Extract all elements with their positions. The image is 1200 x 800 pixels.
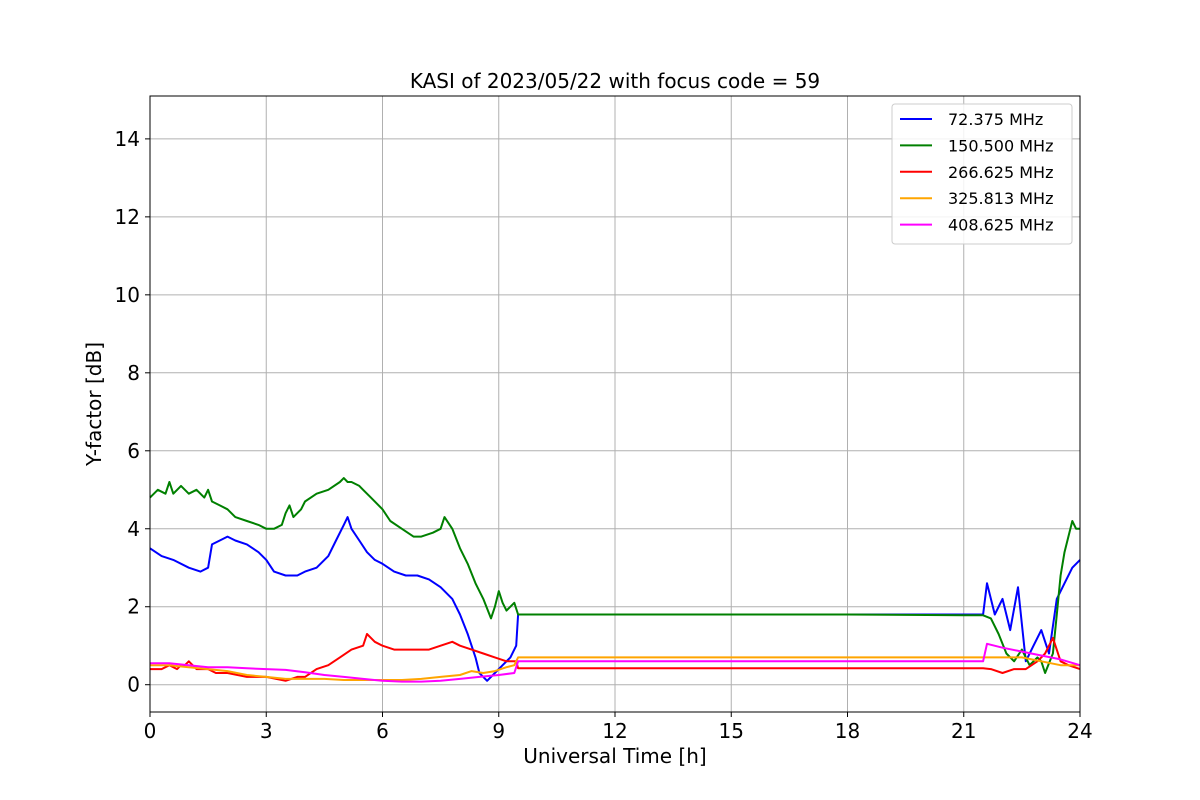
series-line-4: [150, 642, 1081, 683]
x-tick-label: 12: [602, 719, 627, 743]
y-tick-label: 10: [115, 283, 140, 307]
y-tick-label: 12: [115, 205, 140, 229]
y-axis-label: Y-factor [dB]: [82, 342, 106, 467]
y-tick-label: 2: [127, 595, 140, 619]
x-tick-label: 9: [492, 719, 505, 743]
y-tick-label: 8: [127, 361, 140, 385]
x-tick-label: 21: [951, 719, 976, 743]
x-tick-label: 3: [260, 719, 273, 743]
x-axis-label: Universal Time [h]: [523, 744, 706, 768]
legend-label-2: 266.625 MHz: [948, 163, 1053, 182]
x-tick-label: 18: [835, 719, 860, 743]
y-tick-label: 4: [127, 517, 140, 541]
series-line-3: [150, 656, 1080, 681]
legend-label-1: 150.500 MHz: [948, 136, 1053, 155]
x-tick-label: 6: [376, 719, 389, 743]
series-line-0: [149, 516, 1081, 682]
legend-box: [891, 103, 1073, 245]
x-tick-label: 24: [1067, 719, 1092, 743]
y-tick-label: 0: [127, 673, 140, 697]
y-tick-label: 6: [127, 439, 140, 463]
y-tick-label: 14: [115, 127, 140, 151]
x-tick-label: 15: [719, 719, 744, 743]
chart-title: KASI of 2023/05/22 with focus code = 59: [410, 69, 820, 93]
legend-label-4: 408.625 MHz: [948, 216, 1053, 235]
legend: 72.375 MHz 150.500 MHz 266.625 MHz 325.813 …: [891, 103, 1073, 245]
legend-label-3: 325.813 MHz: [948, 189, 1053, 208]
series-layer: [149, 477, 1081, 683]
x-tick-label: 0: [144, 719, 157, 743]
legend-label-0: 72.375 MHz: [948, 110, 1043, 129]
